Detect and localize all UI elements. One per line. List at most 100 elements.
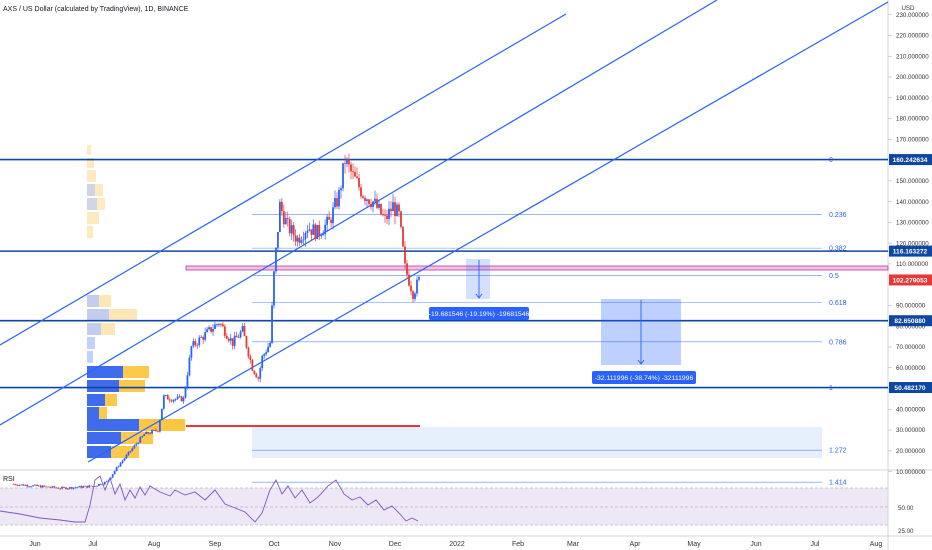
candle-body[interactable] — [384, 214, 386, 216]
candle-body[interactable] — [86, 485, 89, 488]
candle-body[interactable] — [137, 442, 140, 444]
candle-body[interactable] — [390, 208, 392, 212]
candle-body[interactable] — [214, 324, 216, 329]
candle-body[interactable] — [312, 224, 315, 235]
candle-body[interactable] — [414, 293, 416, 299]
candle-body[interactable] — [57, 487, 60, 489]
candle-body[interactable] — [168, 399, 171, 401]
candle-body[interactable] — [265, 352, 268, 355]
candle-body[interactable] — [398, 204, 400, 212]
candle-body[interactable] — [151, 430, 153, 434]
candle-body[interactable] — [192, 341, 195, 347]
candle-body[interactable] — [370, 203, 372, 208]
candle-body[interactable] — [113, 471, 116, 475]
candle-body[interactable] — [172, 399, 175, 402]
candle-body[interactable] — [141, 435, 144, 438]
candle-body[interactable] — [330, 219, 332, 224]
candle-body[interactable] — [36, 484, 38, 487]
candle-body[interactable] — [117, 466, 120, 468]
candle-body[interactable] — [37, 485, 40, 487]
candle-body[interactable] — [364, 197, 366, 201]
candle-body[interactable] — [212, 328, 214, 332]
candle-body[interactable] — [94, 486, 96, 487]
candle-body[interactable] — [279, 201, 281, 233]
candle-body[interactable] — [416, 279, 418, 294]
candle-body[interactable] — [352, 171, 354, 173]
candle-body[interactable] — [103, 481, 106, 485]
candle-body[interactable] — [145, 431, 148, 435]
price-levels[interactable] — [0, 158, 888, 389]
candle-body[interactable] — [99, 484, 102, 485]
candle-body[interactable] — [174, 398, 177, 400]
candle-body[interactable] — [98, 484, 100, 486]
candle-body[interactable] — [121, 460, 124, 463]
candle-body[interactable] — [334, 198, 336, 208]
candle-body[interactable] — [406, 263, 408, 275]
candle-body[interactable] — [18, 484, 21, 486]
candle-body[interactable] — [216, 324, 218, 326]
candle-body[interactable] — [231, 338, 234, 346]
candle-body[interactable] — [32, 485, 34, 487]
candle-body[interactable] — [162, 395, 165, 409]
candle-body[interactable] — [251, 360, 254, 371]
candle-body[interactable] — [34, 484, 36, 486]
candle-body[interactable] — [170, 400, 173, 402]
candle-body[interactable] — [119, 462, 122, 467]
candle-body[interactable] — [198, 337, 201, 346]
candle-body[interactable] — [123, 458, 126, 461]
candle-body[interactable] — [218, 324, 220, 325]
candle-body[interactable] — [220, 324, 222, 325]
candle-body[interactable] — [49, 487, 52, 489]
candle-body[interactable] — [255, 373, 258, 378]
candle-body[interactable] — [227, 338, 230, 341]
candle-body[interactable] — [61, 487, 63, 489]
candle-body[interactable] — [111, 474, 114, 478]
candle-body[interactable] — [304, 233, 307, 240]
candle-body[interactable] — [221, 324, 224, 327]
candle-body[interactable] — [39, 485, 42, 488]
candle-body[interactable] — [261, 355, 264, 369]
candle-body[interactable] — [22, 484, 25, 486]
candle-body[interactable] — [382, 214, 384, 216]
candle-body[interactable] — [269, 342, 271, 347]
candle-body[interactable] — [292, 225, 295, 236]
candle-body[interactable] — [178, 396, 181, 398]
candle-body[interactable] — [344, 163, 346, 164]
candle-body[interactable] — [247, 347, 250, 357]
candle-body[interactable] — [184, 387, 187, 398]
candle-body[interactable] — [306, 230, 309, 234]
candle-body[interactable] — [376, 198, 378, 208]
candle-body[interactable] — [176, 396, 179, 399]
candle-body[interactable] — [366, 199, 368, 201]
candle-body[interactable] — [210, 327, 212, 332]
candle-body[interactable] — [109, 477, 112, 480]
candle-body[interactable] — [78, 486, 81, 488]
channel-middle-line[interactable] — [0, 0, 718, 426]
candle-body[interactable] — [275, 247, 277, 272]
measure-1-box[interactable] — [466, 259, 490, 299]
channel-bottom-line[interactable] — [87, 1, 889, 463]
candle-body[interactable] — [12, 484, 15, 485]
candle-body[interactable] — [348, 159, 350, 165]
candle-body[interactable] — [273, 271, 275, 306]
candle-body[interactable] — [394, 202, 396, 217]
candle-body[interactable] — [147, 431, 149, 434]
candle-body[interactable] — [316, 224, 319, 240]
candle-body[interactable] — [92, 486, 94, 487]
candle-body[interactable] — [129, 450, 132, 453]
candle-body[interactable] — [164, 395, 167, 396]
candle-body[interactable] — [404, 246, 406, 264]
candle-body[interactable] — [354, 171, 356, 177]
candle-body[interactable] — [166, 395, 169, 400]
candle-body[interactable] — [41, 485, 44, 488]
candle-body[interactable] — [235, 335, 238, 338]
candle-body[interactable] — [340, 188, 342, 191]
candle-body[interactable] — [410, 285, 412, 292]
candle-body[interactable] — [294, 235, 297, 242]
candle-body[interactable] — [188, 357, 191, 376]
candle-body[interactable] — [282, 211, 285, 225]
candle-body[interactable] — [245, 336, 248, 348]
candle-body[interactable] — [372, 201, 374, 208]
candle-body[interactable] — [322, 234, 325, 236]
